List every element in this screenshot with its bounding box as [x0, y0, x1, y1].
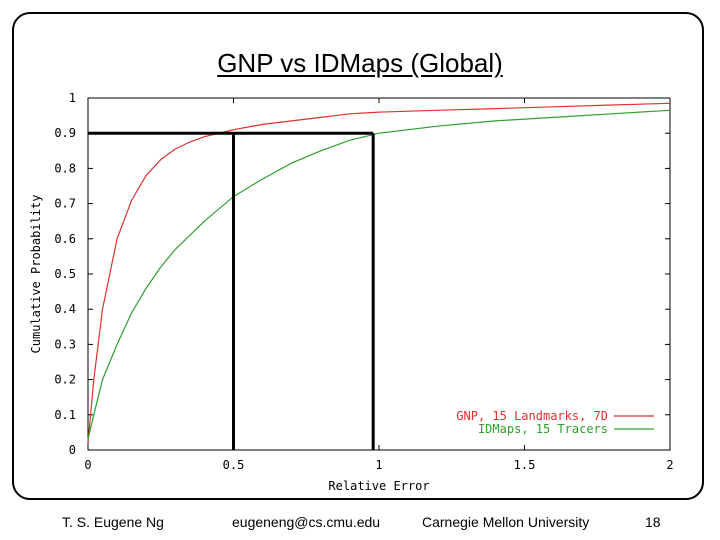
series-line-1	[87, 102, 671, 444]
slide-title: GNP vs IDMaps (Global)	[0, 48, 720, 79]
y-tick-label: 0.4	[54, 302, 76, 316]
x-tick-label: 1.5	[514, 458, 536, 472]
y-tick-label: 0	[69, 443, 76, 457]
plot-frame	[87, 97, 671, 451]
y-tick-label: 0.7	[54, 197, 76, 211]
legend-label: GNP, 15 Landmarks, 7D	[456, 409, 608, 423]
y-tick-label: 0.5	[54, 267, 76, 281]
footer-institution: Carnegie Mellon University	[422, 514, 590, 530]
y-tick-label: 0.1	[54, 408, 76, 422]
y-tick-label: 0.6	[54, 232, 76, 246]
footer-author: T. S. Eugene Ng	[62, 514, 164, 530]
x-tick-label: 2	[666, 458, 673, 472]
slide-title-text: GNP vs IDMaps (Global)	[217, 48, 503, 78]
footer-email: eugeneng@cs.cmu.edu	[232, 514, 381, 530]
x-tick-label: 0	[84, 458, 91, 472]
y-tick-label: 0.8	[54, 161, 76, 175]
y-tick-label: 0.2	[54, 373, 76, 387]
series-line-2	[87, 109, 671, 440]
slide-frame	[12, 12, 704, 500]
footer-page-number: 18	[645, 514, 661, 530]
y-axis-label: Cumulative Probability	[29, 195, 43, 354]
y-tick-label: 0.9	[54, 126, 76, 140]
x-tick-label: 1	[375, 458, 382, 472]
legend-label: IDMaps, 15 Tracers	[478, 422, 608, 436]
x-tick-label: 0.5	[223, 458, 245, 472]
y-tick-label: 1	[69, 91, 76, 105]
x-axis-label: Relative Error	[328, 479, 429, 493]
y-tick-label: 0.3	[54, 337, 76, 351]
